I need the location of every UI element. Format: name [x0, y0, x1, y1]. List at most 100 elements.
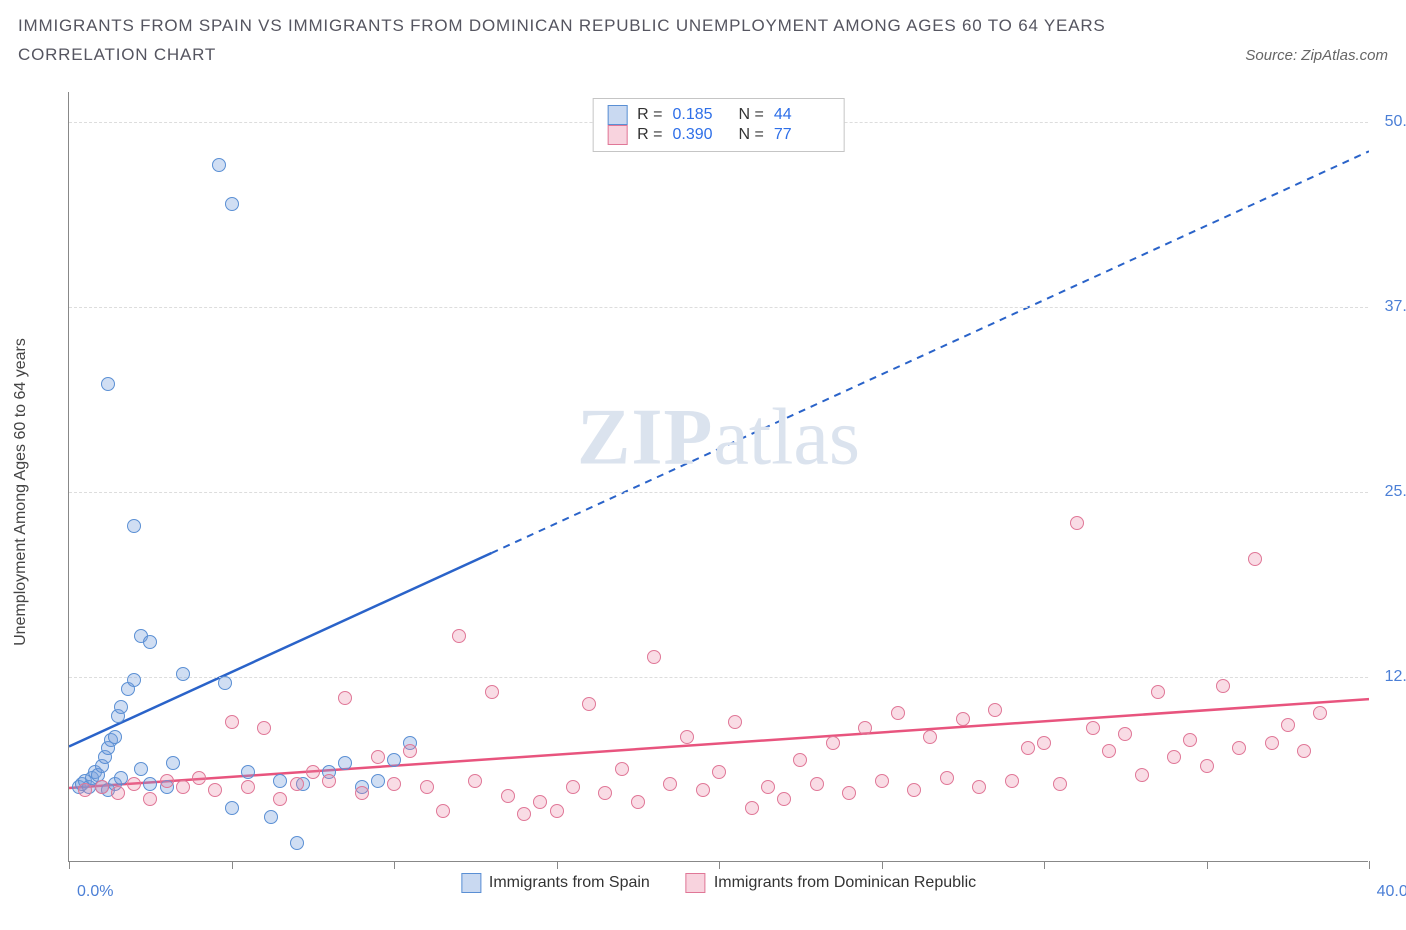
data-point-dr — [225, 715, 239, 729]
data-point-dr — [1021, 741, 1035, 755]
data-point-dr — [907, 783, 921, 797]
gridline — [69, 677, 1368, 678]
data-point-dr — [1216, 679, 1230, 693]
data-point-dr — [160, 774, 174, 788]
data-point-dr — [793, 753, 807, 767]
data-point-dr — [403, 744, 417, 758]
data-point-spain — [176, 667, 190, 681]
data-point-dr — [1167, 750, 1181, 764]
data-point-dr — [1118, 727, 1132, 741]
data-point-dr — [192, 771, 206, 785]
y-tick-label: 50.0% — [1385, 113, 1406, 131]
data-point-dr — [1183, 733, 1197, 747]
data-point-dr — [95, 780, 109, 794]
legend-label-spain: Immigrants from Spain — [489, 874, 650, 892]
swatch-pink-icon — [607, 125, 627, 145]
watermark: ZIPatlas — [577, 393, 860, 484]
source-label: Source: ZipAtlas.com — [1245, 47, 1388, 64]
x-tick — [394, 861, 395, 869]
data-point-spain — [338, 756, 352, 770]
data-point-dr — [940, 771, 954, 785]
data-point-dr — [452, 629, 466, 643]
data-point-spain — [134, 762, 148, 776]
data-point-spain — [114, 700, 128, 714]
data-point-dr — [241, 780, 255, 794]
y-axis-label: Unemployment Among Ages 60 to 64 years — [12, 338, 30, 646]
data-point-dr — [533, 795, 547, 809]
data-point-dr — [322, 774, 336, 788]
y-tick-label: 12.5% — [1385, 668, 1406, 686]
series-legend: Immigrants from Spain Immigrants from Do… — [461, 873, 976, 893]
data-point-dr — [176, 780, 190, 794]
data-point-dr — [111, 786, 125, 800]
x-tick — [1207, 861, 1208, 869]
data-point-spain — [225, 197, 239, 211]
data-point-spain — [371, 774, 385, 788]
data-point-spain — [218, 676, 232, 690]
data-point-spain — [387, 753, 401, 767]
data-point-dr — [923, 730, 937, 744]
data-point-dr — [468, 774, 482, 788]
stats-legend: R = 0.185 N = 44 R = 0.390 N = 77 — [592, 98, 845, 152]
data-point-dr — [842, 786, 856, 800]
data-point-spain — [101, 377, 115, 391]
x-tick — [1369, 861, 1370, 869]
data-point-dr — [257, 721, 271, 735]
data-point-dr — [728, 715, 742, 729]
data-point-dr — [550, 804, 564, 818]
data-point-spain — [241, 765, 255, 779]
data-point-dr — [761, 780, 775, 794]
x-tick — [719, 861, 720, 869]
data-point-dr — [387, 777, 401, 791]
data-point-dr — [972, 780, 986, 794]
data-point-spain — [166, 756, 180, 770]
data-point-spain — [225, 801, 239, 815]
plot-area: ZIPatlas R = 0.185 N = 44 R = 0.390 N = … — [68, 92, 1368, 862]
data-point-dr — [338, 691, 352, 705]
data-point-spain — [127, 519, 141, 533]
data-point-dr — [1135, 768, 1149, 782]
data-point-dr — [1102, 744, 1116, 758]
data-point-dr — [566, 780, 580, 794]
chart-subtitle: CORRELATION CHART — [18, 45, 216, 65]
swatch-blue-icon — [607, 105, 627, 125]
swatch-blue-icon — [461, 873, 481, 893]
data-point-dr — [1297, 744, 1311, 758]
data-point-dr — [745, 801, 759, 815]
x-min-label: 0.0% — [77, 883, 113, 901]
data-point-spain — [127, 673, 141, 687]
data-point-dr — [810, 777, 824, 791]
data-point-dr — [1053, 777, 1067, 791]
data-point-dr — [875, 774, 889, 788]
data-point-dr — [988, 703, 1002, 717]
data-point-dr — [712, 765, 726, 779]
data-point-dr — [501, 789, 515, 803]
data-point-spain — [143, 635, 157, 649]
data-point-dr — [680, 730, 694, 744]
data-point-dr — [647, 650, 661, 664]
x-tick — [69, 861, 70, 869]
data-point-dr — [696, 783, 710, 797]
data-point-dr — [598, 786, 612, 800]
data-point-dr — [306, 765, 320, 779]
data-point-dr — [582, 697, 596, 711]
data-point-dr — [631, 795, 645, 809]
data-point-spain — [212, 158, 226, 172]
n-value-spain: 44 — [774, 106, 830, 124]
data-point-spain — [290, 836, 304, 850]
data-point-dr — [208, 783, 222, 797]
n-value-dr: 77 — [774, 126, 830, 144]
data-point-spain — [143, 777, 157, 791]
data-point-dr — [891, 706, 905, 720]
chart-title: IMMIGRANTS FROM SPAIN VS IMMIGRANTS FROM… — [18, 12, 1388, 39]
data-point-dr — [355, 786, 369, 800]
legend-label-dr: Immigrants from Dominican Republic — [714, 874, 976, 892]
data-point-dr — [1200, 759, 1214, 773]
data-point-dr — [78, 783, 92, 797]
data-point-dr — [127, 777, 141, 791]
data-point-dr — [663, 777, 677, 791]
data-point-dr — [143, 792, 157, 806]
gridline — [69, 307, 1368, 308]
data-point-dr — [436, 804, 450, 818]
data-point-spain — [264, 810, 278, 824]
